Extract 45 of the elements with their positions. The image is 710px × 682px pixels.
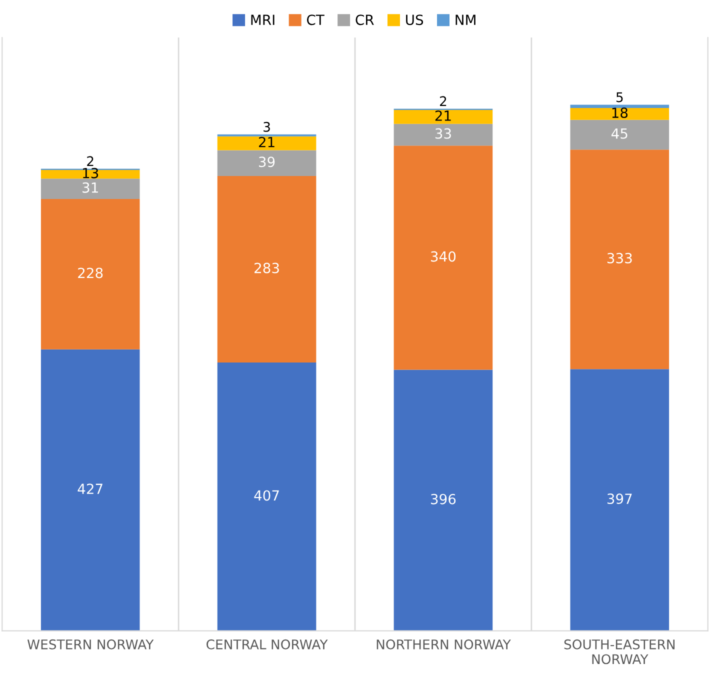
bar [40, 178, 140, 200]
data-label: 31 [82, 182, 98, 193]
bar [217, 176, 316, 363]
legend-label: US [406, 14, 424, 26]
data-label: 427 [78, 484, 102, 494]
x-tick-label: SOUTH-EASTERN NORWAY [564, 639, 675, 664]
legend-label: MRI [251, 14, 274, 25]
bar [570, 150, 670, 370]
bar [217, 362, 316, 631]
data-label: 228 [78, 268, 103, 278]
bar [394, 146, 493, 370]
data-label: 3 [264, 122, 270, 132]
data-label: 397 [607, 494, 632, 504]
bar [570, 120, 670, 150]
data-label: 5 [616, 92, 623, 102]
data-label: 45 [611, 128, 628, 139]
data-label: 33 [435, 128, 451, 139]
data-label: 21 [258, 136, 274, 148]
x-tick-label: CENTRAL NORWAY [206, 639, 328, 650]
data-label: 396 [431, 494, 456, 504]
data-label: 2 [440, 96, 446, 106]
bar [570, 104, 670, 108]
bar [570, 108, 670, 120]
data-label: 333 [607, 252, 632, 264]
data-label: 283 [254, 262, 279, 274]
data-label: 21 [435, 110, 451, 121]
bar [394, 110, 493, 124]
data-label: 13 [83, 168, 98, 178]
data-label: 407 [254, 490, 279, 501]
legend-label: CT [306, 14, 324, 26]
legend-label: CR [356, 14, 374, 26]
bar [394, 124, 493, 146]
data-label: 18 [612, 108, 628, 118]
x-tick-label: NORTHERN NORWAY [376, 639, 511, 650]
legend-label: NM [456, 14, 476, 25]
x-tick-label: WESTERN NORWAY [27, 639, 154, 650]
bar [570, 369, 670, 631]
bar [394, 370, 493, 631]
bar [40, 349, 140, 631]
bar [217, 136, 316, 150]
bar [217, 150, 316, 176]
data-label: 2 [87, 156, 94, 166]
data-label: 39 [259, 156, 275, 168]
data-label: 340 [431, 251, 456, 262]
bar [40, 199, 140, 350]
